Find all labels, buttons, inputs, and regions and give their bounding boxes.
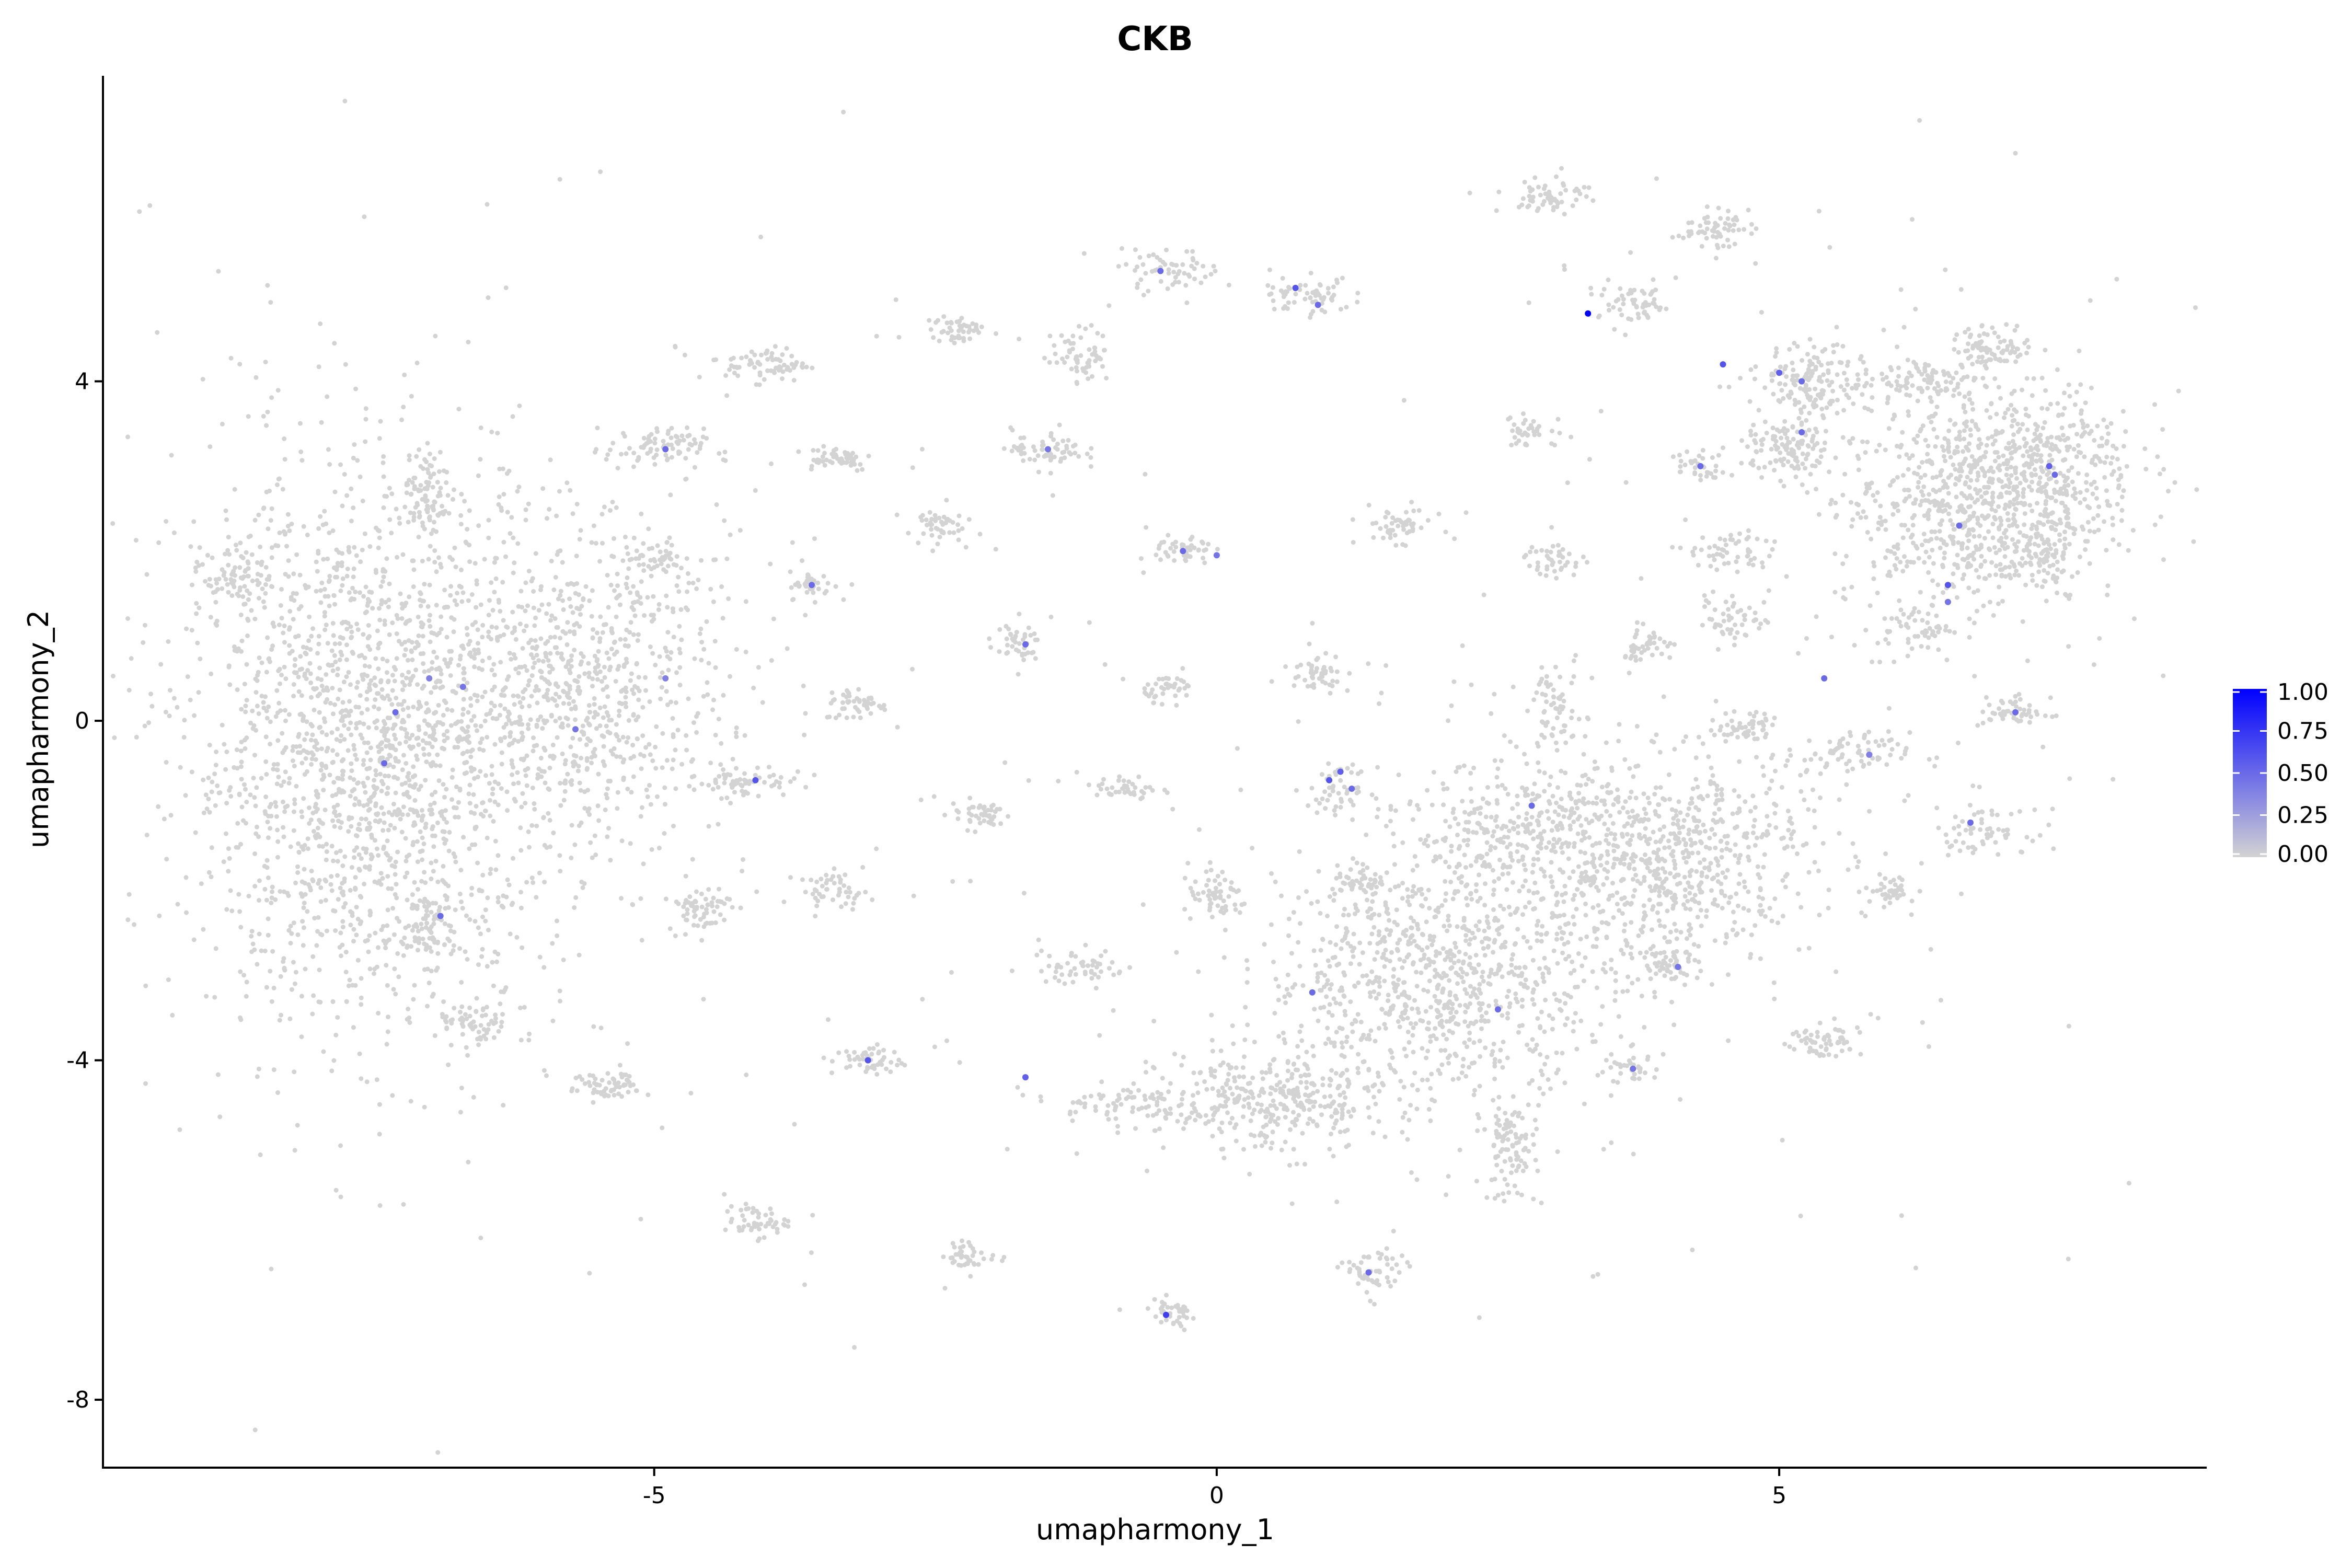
colorbar-ticks: 1.00 0.75 0.50 0.25 0.00 bbox=[2233, 679, 2328, 868]
expressing-point bbox=[1585, 310, 1592, 317]
expressing-point bbox=[2051, 471, 2058, 478]
expressing-point bbox=[1022, 641, 1029, 648]
expressing-point bbox=[1348, 786, 1355, 792]
expressing-point bbox=[1956, 522, 1963, 529]
y-tick-label: -8 bbox=[66, 1387, 89, 1413]
expressing-point bbox=[1163, 1311, 1169, 1318]
expressing-point bbox=[1798, 429, 1805, 435]
x-tick-label: -5 bbox=[643, 1482, 666, 1509]
expressing-point bbox=[1697, 463, 1704, 469]
expressing-point bbox=[2012, 709, 2019, 716]
expressing-point bbox=[1675, 964, 1681, 970]
expressing-point bbox=[1309, 989, 1316, 996]
colorbar-tick-label: 1.00 bbox=[2277, 679, 2328, 706]
background-points bbox=[110, 98, 2199, 1455]
x-tick-label: 5 bbox=[1772, 1482, 1786, 1509]
expressing-point bbox=[437, 913, 444, 919]
chart-title: CKB bbox=[1117, 20, 1193, 59]
colorbar-tick-label: 0.75 bbox=[2277, 718, 2328, 745]
expressing-point bbox=[1967, 819, 1974, 826]
points-layer bbox=[110, 98, 2199, 1455]
x-tick-label: 0 bbox=[1209, 1482, 1224, 1509]
y-tick-label: 0 bbox=[75, 708, 89, 734]
expressing-point bbox=[1495, 1006, 1501, 1013]
expressing-point bbox=[1022, 1074, 1029, 1081]
expressing-point bbox=[864, 1057, 871, 1064]
expressing-point bbox=[459, 684, 466, 690]
expressing-point bbox=[1292, 284, 1299, 291]
x-axis-ticks: -5 0 5 bbox=[643, 1468, 1786, 1509]
colorbar-legend: 1.00 0.75 0.50 0.25 0.00 bbox=[2233, 679, 2328, 868]
expressing-point bbox=[572, 726, 579, 733]
expressing-point bbox=[662, 675, 669, 682]
expressing-point bbox=[1337, 768, 1344, 775]
expressing-point bbox=[1798, 378, 1805, 385]
expressing-point bbox=[1213, 552, 1220, 559]
expressing-point bbox=[1315, 302, 1321, 308]
y-tick-label: 4 bbox=[75, 368, 89, 395]
expressing-point bbox=[662, 446, 669, 453]
expressing-point bbox=[1720, 361, 1726, 368]
colorbar-tick-label: 0.25 bbox=[2277, 802, 2328, 829]
expressing-point bbox=[1866, 752, 1873, 758]
expressing-point bbox=[1944, 582, 1951, 589]
colorbar-tick-label: 0.00 bbox=[2277, 841, 2328, 868]
expressing-point bbox=[1045, 446, 1051, 453]
expressing-point bbox=[392, 709, 399, 716]
expressing-point bbox=[1157, 268, 1164, 274]
expressing-point bbox=[1821, 675, 1828, 682]
x-axis-label: umapharmony_1 bbox=[1036, 1513, 1274, 1546]
expressing-point bbox=[1365, 1269, 1372, 1276]
colorbar-tick-label: 0.50 bbox=[2277, 760, 2328, 787]
expressing-point bbox=[1326, 777, 1333, 783]
expressing-point bbox=[1776, 370, 1783, 376]
y-tick-label: -4 bbox=[66, 1047, 89, 1074]
expressing-point bbox=[752, 777, 759, 783]
expressing-point bbox=[426, 675, 433, 682]
expressing-point bbox=[1528, 802, 1535, 809]
y-axis-ticks: -8 -4 0 4 bbox=[66, 368, 103, 1413]
expressing-point bbox=[1630, 1065, 1636, 1072]
expressing-point bbox=[2046, 463, 2053, 469]
expressing-point bbox=[381, 760, 388, 767]
expressing-point bbox=[1944, 598, 1951, 605]
expressing-point bbox=[809, 582, 815, 589]
expressing-points-layer bbox=[381, 268, 2058, 1318]
expressing-point bbox=[1180, 548, 1186, 555]
y-axis-label: umapharmony_2 bbox=[22, 610, 55, 848]
